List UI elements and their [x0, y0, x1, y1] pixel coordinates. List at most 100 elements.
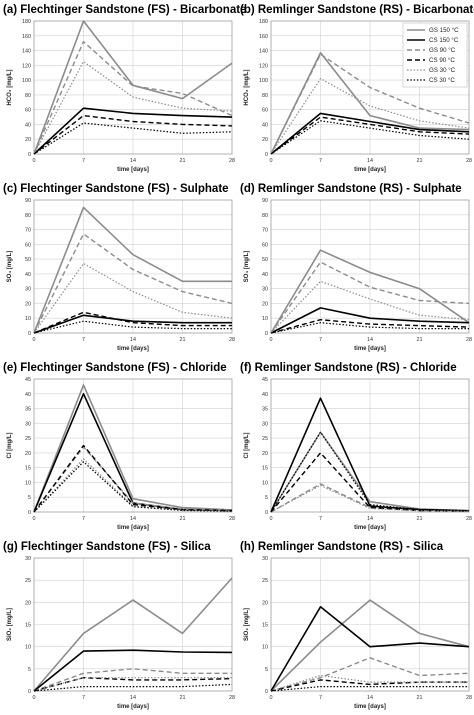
y-tick-label: 30 [25, 421, 31, 427]
x-tick-label: 21 [417, 337, 423, 343]
series-line [270, 319, 470, 334]
y-tick-label: 80 [262, 93, 268, 99]
y-axis-label: Cl [mg/L] [7, 433, 13, 459]
series-line [270, 431, 470, 513]
series-line [270, 249, 470, 334]
series-line [33, 114, 233, 155]
chart-title: (c) Flechtinger Sandstone (FS) - Sulphat… [3, 183, 229, 195]
series-line [270, 605, 470, 692]
y-tick-label: 30 [262, 556, 268, 562]
x-tick-label: 21 [417, 516, 423, 522]
x-tick-label: 28 [466, 337, 472, 343]
x-axis-label: time [days] [117, 525, 149, 531]
y-axis-label: SO₄ [mg/L] [244, 251, 250, 283]
series-line [270, 452, 470, 513]
series-line [270, 679, 469, 692]
chart-panel: (g) Flechtinger Sandstone (FS) - Silica 0… [3, 541, 235, 710]
chart-title: (d) Remlinger Sandstone (RS) - Sulphate [240, 183, 462, 195]
y-tick-label: 30 [25, 556, 31, 562]
y-tick-label: 25 [262, 578, 268, 584]
y-tick-label: 0 [265, 510, 268, 516]
y-tick-label: 0 [265, 152, 268, 158]
chart-panel: (h) Remlinger Sandstone (RS) - Silica 0 5 1… [240, 541, 472, 710]
plot-frame [270, 199, 470, 334]
y-tick-label: 180 [22, 19, 31, 25]
y-tick-label: 20 [25, 137, 31, 143]
series-line [33, 577, 233, 692]
chart-panel: (d) Remlinger Sandstone (RS) - Sulphate 0… [240, 183, 472, 352]
series-line [270, 657, 470, 692]
y-tick-label: 45 [25, 377, 31, 383]
x-axis-label: time [days] [117, 167, 149, 173]
y-tick-label: 20 [262, 301, 268, 307]
x-tick-label: 0 [270, 337, 273, 343]
y-tick-label: 120 [22, 63, 31, 69]
series-line [33, 107, 233, 155]
chart-title: (g) Flechtinger Sandstone (FS) - Silica [3, 541, 211, 553]
x-axis-label: time [days] [354, 346, 386, 352]
plot-frame [270, 20, 470, 155]
x-tick-label: 28 [229, 516, 235, 522]
series-line [33, 461, 233, 513]
series-line [270, 77, 470, 155]
y-tick-label: 40 [25, 272, 31, 278]
y-tick-label: 140 [259, 49, 268, 55]
x-tick-label: 21 [417, 158, 423, 164]
series-line [33, 677, 232, 692]
legend-label: GS 30 °C [429, 67, 456, 74]
y-tick-label: 15 [262, 623, 268, 629]
x-tick-label: 21 [180, 695, 186, 701]
y-tick-label: 20 [262, 137, 268, 143]
y-tick-label: 15 [25, 466, 31, 472]
y-tick-label: 15 [262, 466, 268, 472]
y-tick-label: 20 [25, 600, 31, 606]
x-tick-label: 14 [367, 337, 373, 343]
x-tick-label: 14 [130, 158, 136, 164]
y-tick-label: 0 [265, 331, 268, 337]
x-tick-label: 7 [319, 695, 322, 701]
x-tick-label: 14 [130, 695, 136, 701]
x-tick-label: 0 [33, 158, 36, 164]
series-line [270, 685, 469, 692]
plot-frame [33, 199, 233, 334]
y-tick-label: 10 [262, 645, 268, 651]
y-tick-label: 45 [262, 377, 268, 383]
y-tick-label: 70 [25, 228, 31, 234]
plot-frame [33, 20, 233, 155]
series-line [33, 444, 233, 513]
x-tick-label: 28 [466, 695, 472, 701]
y-tick-label: 10 [25, 316, 31, 322]
x-tick-label: 28 [466, 516, 472, 522]
y-axis-label: SiO₂ [mg/L] [7, 608, 13, 641]
y-tick-label: 70 [262, 228, 268, 234]
series-line [270, 112, 470, 155]
x-tick-label: 21 [180, 158, 186, 164]
series-line [33, 311, 232, 334]
y-tick-label: 20 [262, 600, 268, 606]
y-tick-label: 60 [25, 242, 31, 248]
x-tick-label: 7 [82, 516, 85, 522]
x-tick-label: 14 [130, 337, 136, 343]
y-tick-label: 80 [25, 213, 31, 219]
chart-title: (a) Flechtinger Sandstone (FS) - Bicarbo… [3, 4, 246, 16]
legend-box [402, 22, 468, 88]
x-tick-label: 28 [229, 337, 235, 343]
y-tick-label: 25 [25, 578, 31, 584]
x-tick-label: 0 [33, 516, 36, 522]
series-line [270, 120, 470, 155]
chart-title: (e) Flechtinger Sandstone (FS) - Chlorid… [3, 362, 227, 374]
x-axis-label: time [days] [117, 704, 149, 710]
series-line [33, 262, 233, 334]
series-line [33, 320, 232, 334]
x-tick-label: 0 [33, 695, 36, 701]
x-tick-label: 0 [270, 158, 273, 164]
series-line [270, 261, 470, 334]
y-tick-label: 0 [28, 689, 31, 695]
y-tick-label: 25 [262, 436, 268, 442]
series-line [33, 649, 233, 692]
legend-label: GS 90 °C [429, 47, 456, 54]
y-axis-label: SiO₂ [mg/L] [244, 608, 250, 641]
y-tick-label: 5 [28, 495, 31, 501]
y-tick-label: 180 [259, 19, 268, 25]
